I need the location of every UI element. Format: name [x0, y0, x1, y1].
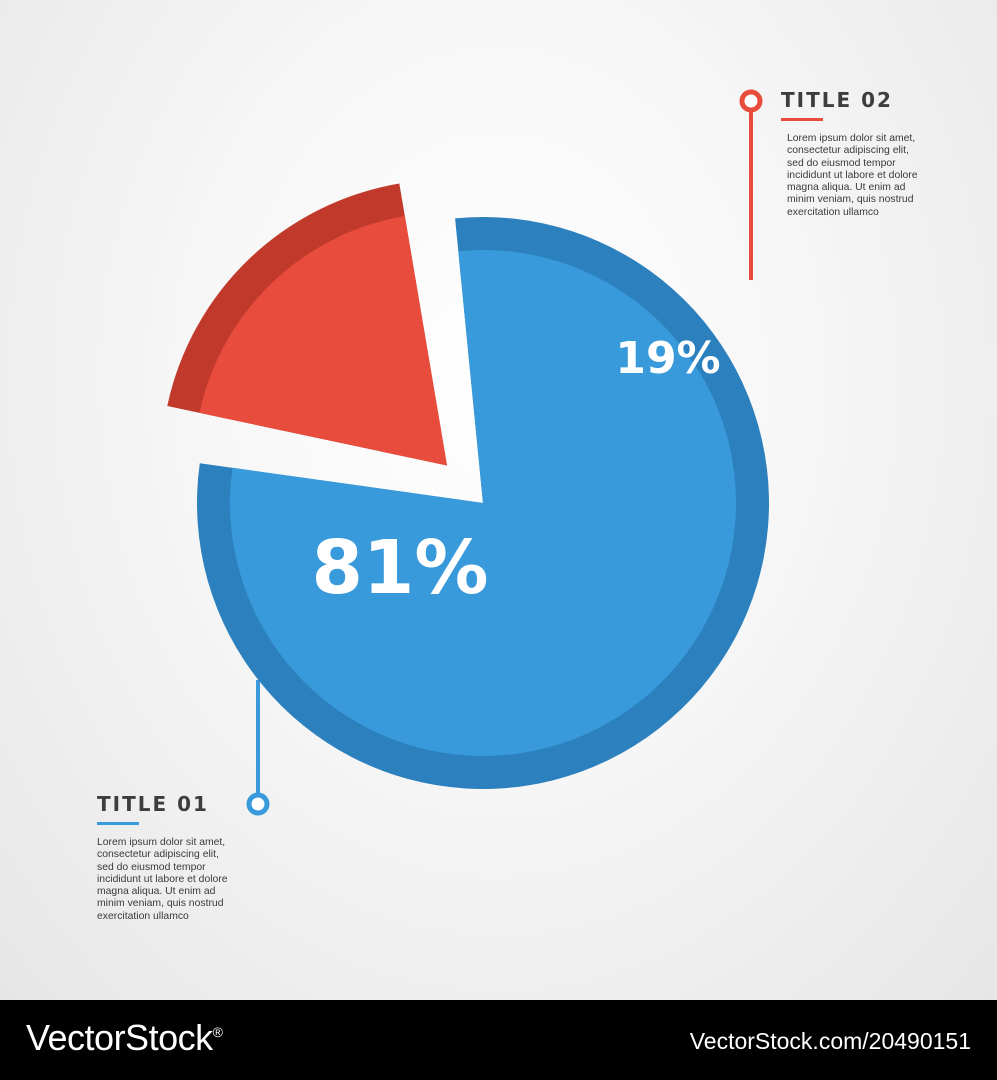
callout-01-title: TITLE 01 — [97, 792, 209, 816]
callout-02-marker — [739, 89, 763, 113]
callout-02-underline — [781, 118, 823, 121]
watermark-footer: VectorStock® VectorStock.com/20490151 — [0, 1000, 997, 1080]
image-id-text: VectorStock.com/20490151 — [689, 1028, 971, 1054]
pie-slice-face-19 — [199, 216, 448, 466]
slice-label-19: 19% — [615, 333, 720, 384]
callout-02-title: TITLE 02 — [781, 88, 893, 112]
pie-slice-81 — [196, 217, 769, 789]
infographic-canvas: 81% 19% TITLE 01 Lorem ipsum dolor sit a… — [0, 0, 997, 1000]
slice-label-81: 81% — [311, 525, 488, 611]
brand-name: VectorStock — [26, 1017, 213, 1058]
callout-01-underline — [97, 822, 139, 825]
pie-slice-face-81 — [230, 250, 737, 756]
pie-chart: 81% 19% — [167, 89, 769, 816]
callout-01-marker — [246, 792, 270, 816]
callout-01-text: Lorem ipsum dolor sit amet, consectetur … — [97, 837, 228, 922]
callout-02-text: Lorem ipsum dolor sit amet, consectetur … — [787, 133, 918, 218]
vectorstock-logo: VectorStock® — [26, 1017, 223, 1059]
registered-mark: ® — [212, 1024, 223, 1040]
pie-slice-19 — [167, 183, 448, 466]
